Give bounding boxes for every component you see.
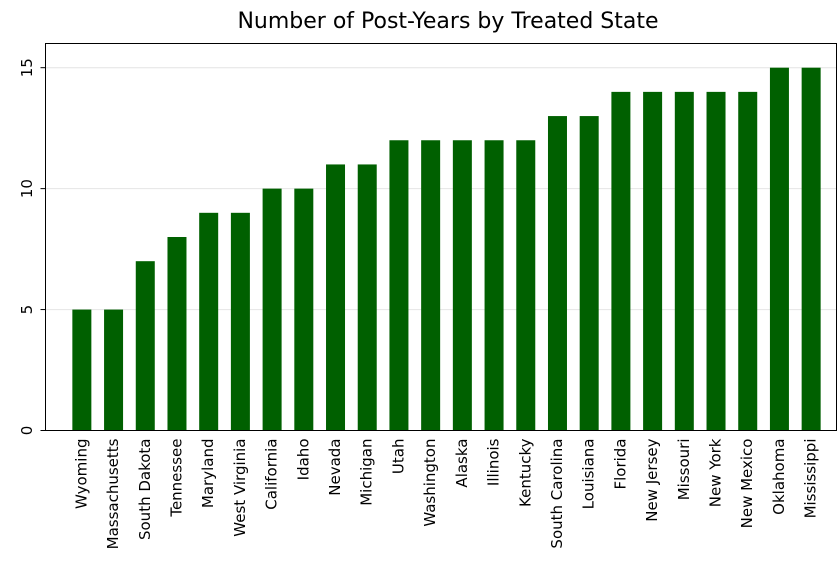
bar (294, 188, 314, 431)
x-tick-label: New York (707, 438, 725, 507)
bar (135, 261, 155, 431)
x-tick-label: South Dakota (136, 439, 154, 541)
bar (769, 67, 789, 431)
x-tick-label: Michigan (358, 439, 376, 506)
bar (72, 309, 92, 431)
x-tick-label: Wyoming (72, 439, 90, 509)
x-tick-label: New Mexico (738, 439, 756, 529)
x-tick-label: New Jersey (643, 438, 661, 521)
bar (104, 309, 124, 431)
x-tick-label: Idaho (294, 439, 312, 481)
x-tick-label: Alaska (453, 439, 471, 488)
bar (738, 91, 758, 431)
bar (199, 212, 219, 431)
bar (484, 140, 504, 431)
bar (516, 140, 536, 431)
bar (357, 164, 377, 431)
bar (389, 140, 409, 431)
plot-frame (45, 43, 837, 431)
chart-title: Number of Post-Years by Treated State (237, 9, 658, 34)
bar (643, 91, 663, 431)
x-tick-label: Mississippi (802, 439, 820, 519)
bar (579, 116, 599, 431)
bar (262, 188, 282, 431)
x-tick-label: Missouri (675, 439, 693, 501)
bar (326, 164, 346, 431)
y-tick-label: 10 (18, 179, 36, 198)
x-tick-label: Washington (421, 439, 439, 527)
bar (547, 116, 567, 431)
x-tick-label: Maryland (199, 439, 217, 509)
bar (674, 91, 694, 431)
x-tick-label: West Virginia (231, 439, 249, 537)
x-tick-label: Nevada (326, 439, 344, 496)
bar (230, 212, 250, 431)
plot (72, 67, 821, 431)
x-tick-label: Florida (611, 439, 629, 490)
x-tick-label: Utah (389, 439, 407, 475)
y-tick-label: 15 (18, 58, 36, 77)
bar (421, 140, 441, 431)
y-tick-label: 5 (18, 305, 36, 315)
x-tick-label: Kentucky (516, 438, 534, 507)
bar (801, 67, 821, 431)
bar (706, 91, 726, 431)
bar (167, 237, 187, 431)
x-tick-label: Tennessee (167, 439, 185, 518)
x-tick-label: Oklahoma (770, 439, 788, 515)
y-tick-label: 0 (18, 426, 36, 436)
x-tick-label: Illinois (485, 438, 503, 486)
bar (611, 91, 631, 431)
x-tick-label: Louisiana (580, 439, 598, 510)
bar (452, 140, 472, 431)
x-tick-label: South Carolina (548, 439, 566, 549)
x-tick-label: Massachusetts (104, 438, 122, 549)
x-tick-label: California (263, 439, 281, 510)
